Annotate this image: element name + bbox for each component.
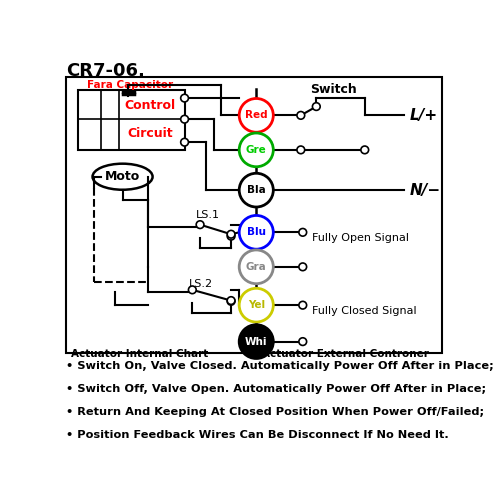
Circle shape [227,232,235,240]
Text: Fara Capacitor: Fara Capacitor [88,80,174,90]
Circle shape [180,94,188,102]
Circle shape [239,325,274,359]
Text: Moto: Moto [105,170,140,183]
Circle shape [299,263,306,271]
Circle shape [297,146,304,154]
Text: Gre: Gre [246,145,266,155]
Text: • Switch On, Valve Closed. Automatically Power Off After in Place;: • Switch On, Valve Closed. Automatically… [66,361,494,371]
Circle shape [297,112,304,119]
Text: N/−: N/− [410,183,440,198]
Text: • Position Feedback Wires Can Be Disconnect If No Need It.: • Position Feedback Wires Can Be Disconn… [66,430,449,440]
Circle shape [239,99,274,132]
Text: Fully Closed Signal: Fully Closed Signal [312,306,417,316]
Circle shape [180,116,188,123]
Circle shape [227,231,235,238]
Circle shape [239,250,274,284]
Text: Whi: Whi [245,337,268,347]
Ellipse shape [92,164,152,190]
Text: Gra: Gra [246,262,266,272]
Circle shape [239,133,274,167]
Text: Circuit: Circuit [127,127,172,140]
Circle shape [188,286,196,294]
Text: Bla: Bla [247,185,266,195]
Text: Control: Control [124,99,176,112]
Circle shape [227,297,235,304]
Text: Actuator External Controner: Actuator External Controner [262,349,429,359]
Circle shape [299,301,306,309]
Text: Yel: Yel [248,300,265,310]
Text: L/+: L/+ [410,108,438,123]
Text: LS.1: LS.1 [196,210,220,220]
Text: Switch: Switch [310,83,357,96]
Circle shape [239,216,274,249]
Text: • Return And Keeping At Closed Position When Power Off/Failed;: • Return And Keeping At Closed Position … [66,407,484,417]
Text: Red: Red [245,111,268,121]
Text: CR7-06.: CR7-06. [66,62,145,80]
Circle shape [312,103,320,111]
Text: Fully Open Signal: Fully Open Signal [312,233,410,243]
Circle shape [180,138,188,146]
Circle shape [299,338,306,346]
Circle shape [361,146,368,154]
Text: Actuator Internal Chart: Actuator Internal Chart [72,349,208,359]
Circle shape [196,221,204,229]
Text: • Switch Off, Valve Open. Automatically Power Off After in Place;: • Switch Off, Valve Open. Automatically … [66,384,486,394]
Circle shape [239,173,274,207]
Circle shape [239,288,274,322]
FancyBboxPatch shape [66,77,442,353]
FancyBboxPatch shape [78,91,184,150]
Circle shape [299,229,306,236]
Text: Blu: Blu [247,227,266,238]
Circle shape [227,297,235,305]
Text: LS.2: LS.2 [188,279,212,289]
